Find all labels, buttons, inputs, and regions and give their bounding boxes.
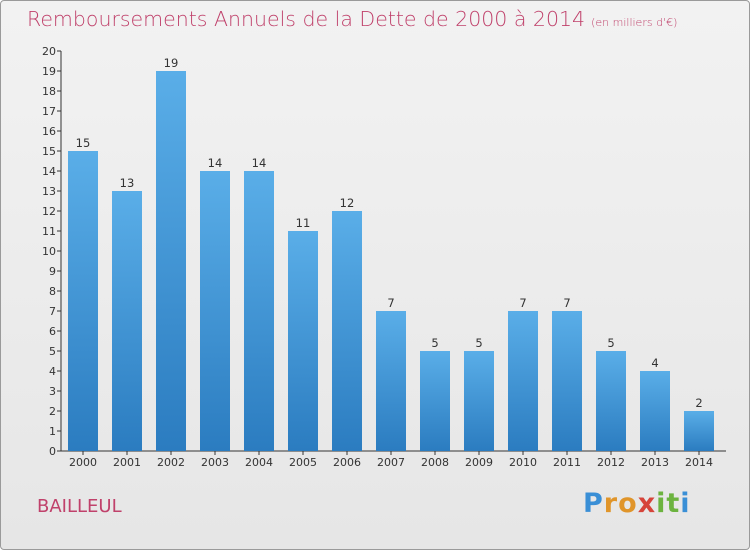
bar (112, 191, 142, 451)
bar-value-label: 12 (340, 196, 355, 210)
bar (640, 371, 670, 451)
y-tick-label: 20 (42, 45, 56, 58)
brand-letter: o (618, 488, 638, 519)
bar (376, 311, 406, 451)
x-tick-label: 2011 (553, 456, 581, 469)
brand-letter: x (637, 488, 657, 519)
bar (244, 171, 274, 451)
y-tick-label: 3 (49, 385, 56, 398)
x-tick-label: 2002 (157, 456, 185, 469)
y-tick-label: 7 (49, 305, 56, 318)
bar (508, 311, 538, 451)
x-tick-label: 2007 (377, 456, 405, 469)
y-tick-label: 6 (49, 325, 56, 338)
x-tick-label: 2003 (201, 456, 229, 469)
bar (288, 231, 318, 451)
bar-value-label: 5 (607, 336, 614, 350)
bar (596, 351, 626, 451)
y-tick-label: 1 (49, 425, 56, 438)
bar-value-label: 5 (431, 336, 438, 350)
x-tick-label: 2010 (509, 456, 537, 469)
y-tick-label: 0 (49, 445, 56, 458)
bar (552, 311, 582, 451)
bar (68, 151, 98, 451)
chart-title: Remboursements Annuels de la Dette de 20… (27, 7, 677, 31)
y-tick-label: 4 (49, 365, 56, 378)
bar-value-label: 7 (387, 296, 394, 310)
bar (684, 411, 714, 451)
chart-bars: 15 13 19 14 14 11 12 7 5 5 7 7 5 4 2 (68, 56, 714, 451)
brand-letter: i (680, 488, 691, 519)
x-tick-label: 2001 (113, 456, 141, 469)
bar-value-label: 15 (76, 136, 91, 150)
y-tick-label: 15 (42, 145, 56, 158)
brand-letter: i (656, 488, 667, 519)
bar-value-label: 5 (475, 336, 482, 350)
bar-value-label: 14 (208, 156, 223, 170)
bar-value-label: 2 (695, 396, 702, 410)
y-tick-label: 11 (42, 225, 56, 238)
x-tick-label: 2014 (685, 456, 713, 469)
y-tick-label: 10 (42, 245, 56, 258)
location-label: BAILLEUL (37, 496, 122, 517)
y-tick-label: 8 (49, 285, 56, 298)
x-tick-label: 2006 (333, 456, 361, 469)
x-tick-label: 2009 (465, 456, 493, 469)
brand-letter: t (666, 488, 681, 519)
x-tick-label: 2000 (69, 456, 97, 469)
y-tick-label: 12 (42, 205, 56, 218)
bar-value-label: 11 (296, 216, 311, 230)
bar-value-label: 14 (252, 156, 267, 170)
y-tick-label: 19 (42, 65, 56, 78)
bar-value-label: 4 (651, 356, 658, 370)
bar (200, 171, 230, 451)
y-tick-label: 18 (42, 85, 56, 98)
y-tick-label: 14 (42, 165, 56, 178)
brand-letter: P (583, 488, 604, 519)
bar-value-label: 7 (563, 296, 570, 310)
x-tick-label: 2005 (289, 456, 317, 469)
x-tick-label: 2012 (597, 456, 625, 469)
bar (420, 351, 450, 451)
bar (464, 351, 494, 451)
y-tick-label: 9 (49, 265, 56, 278)
x-tick-label: 2004 (245, 456, 273, 469)
bar-value-label: 7 (519, 296, 526, 310)
chart-title-text: Remboursements Annuels de la Dette de 20… (27, 7, 586, 31)
y-tick-label: 13 (42, 185, 56, 198)
bar-value-label: 13 (120, 176, 135, 190)
x-tick-label: 2013 (641, 456, 669, 469)
bar (332, 211, 362, 451)
x-tick-label: 2008 (421, 456, 449, 469)
chart-subtitle: (en milliers d'€) (591, 16, 678, 29)
y-tick-label: 2 (49, 405, 56, 418)
y-tick-label: 17 (42, 105, 56, 118)
bar (156, 71, 186, 451)
y-tick-label: 5 (49, 345, 56, 358)
brand-letter: r (603, 488, 619, 519)
y-tick-label: 16 (42, 125, 56, 138)
bar-value-label: 19 (164, 56, 179, 70)
